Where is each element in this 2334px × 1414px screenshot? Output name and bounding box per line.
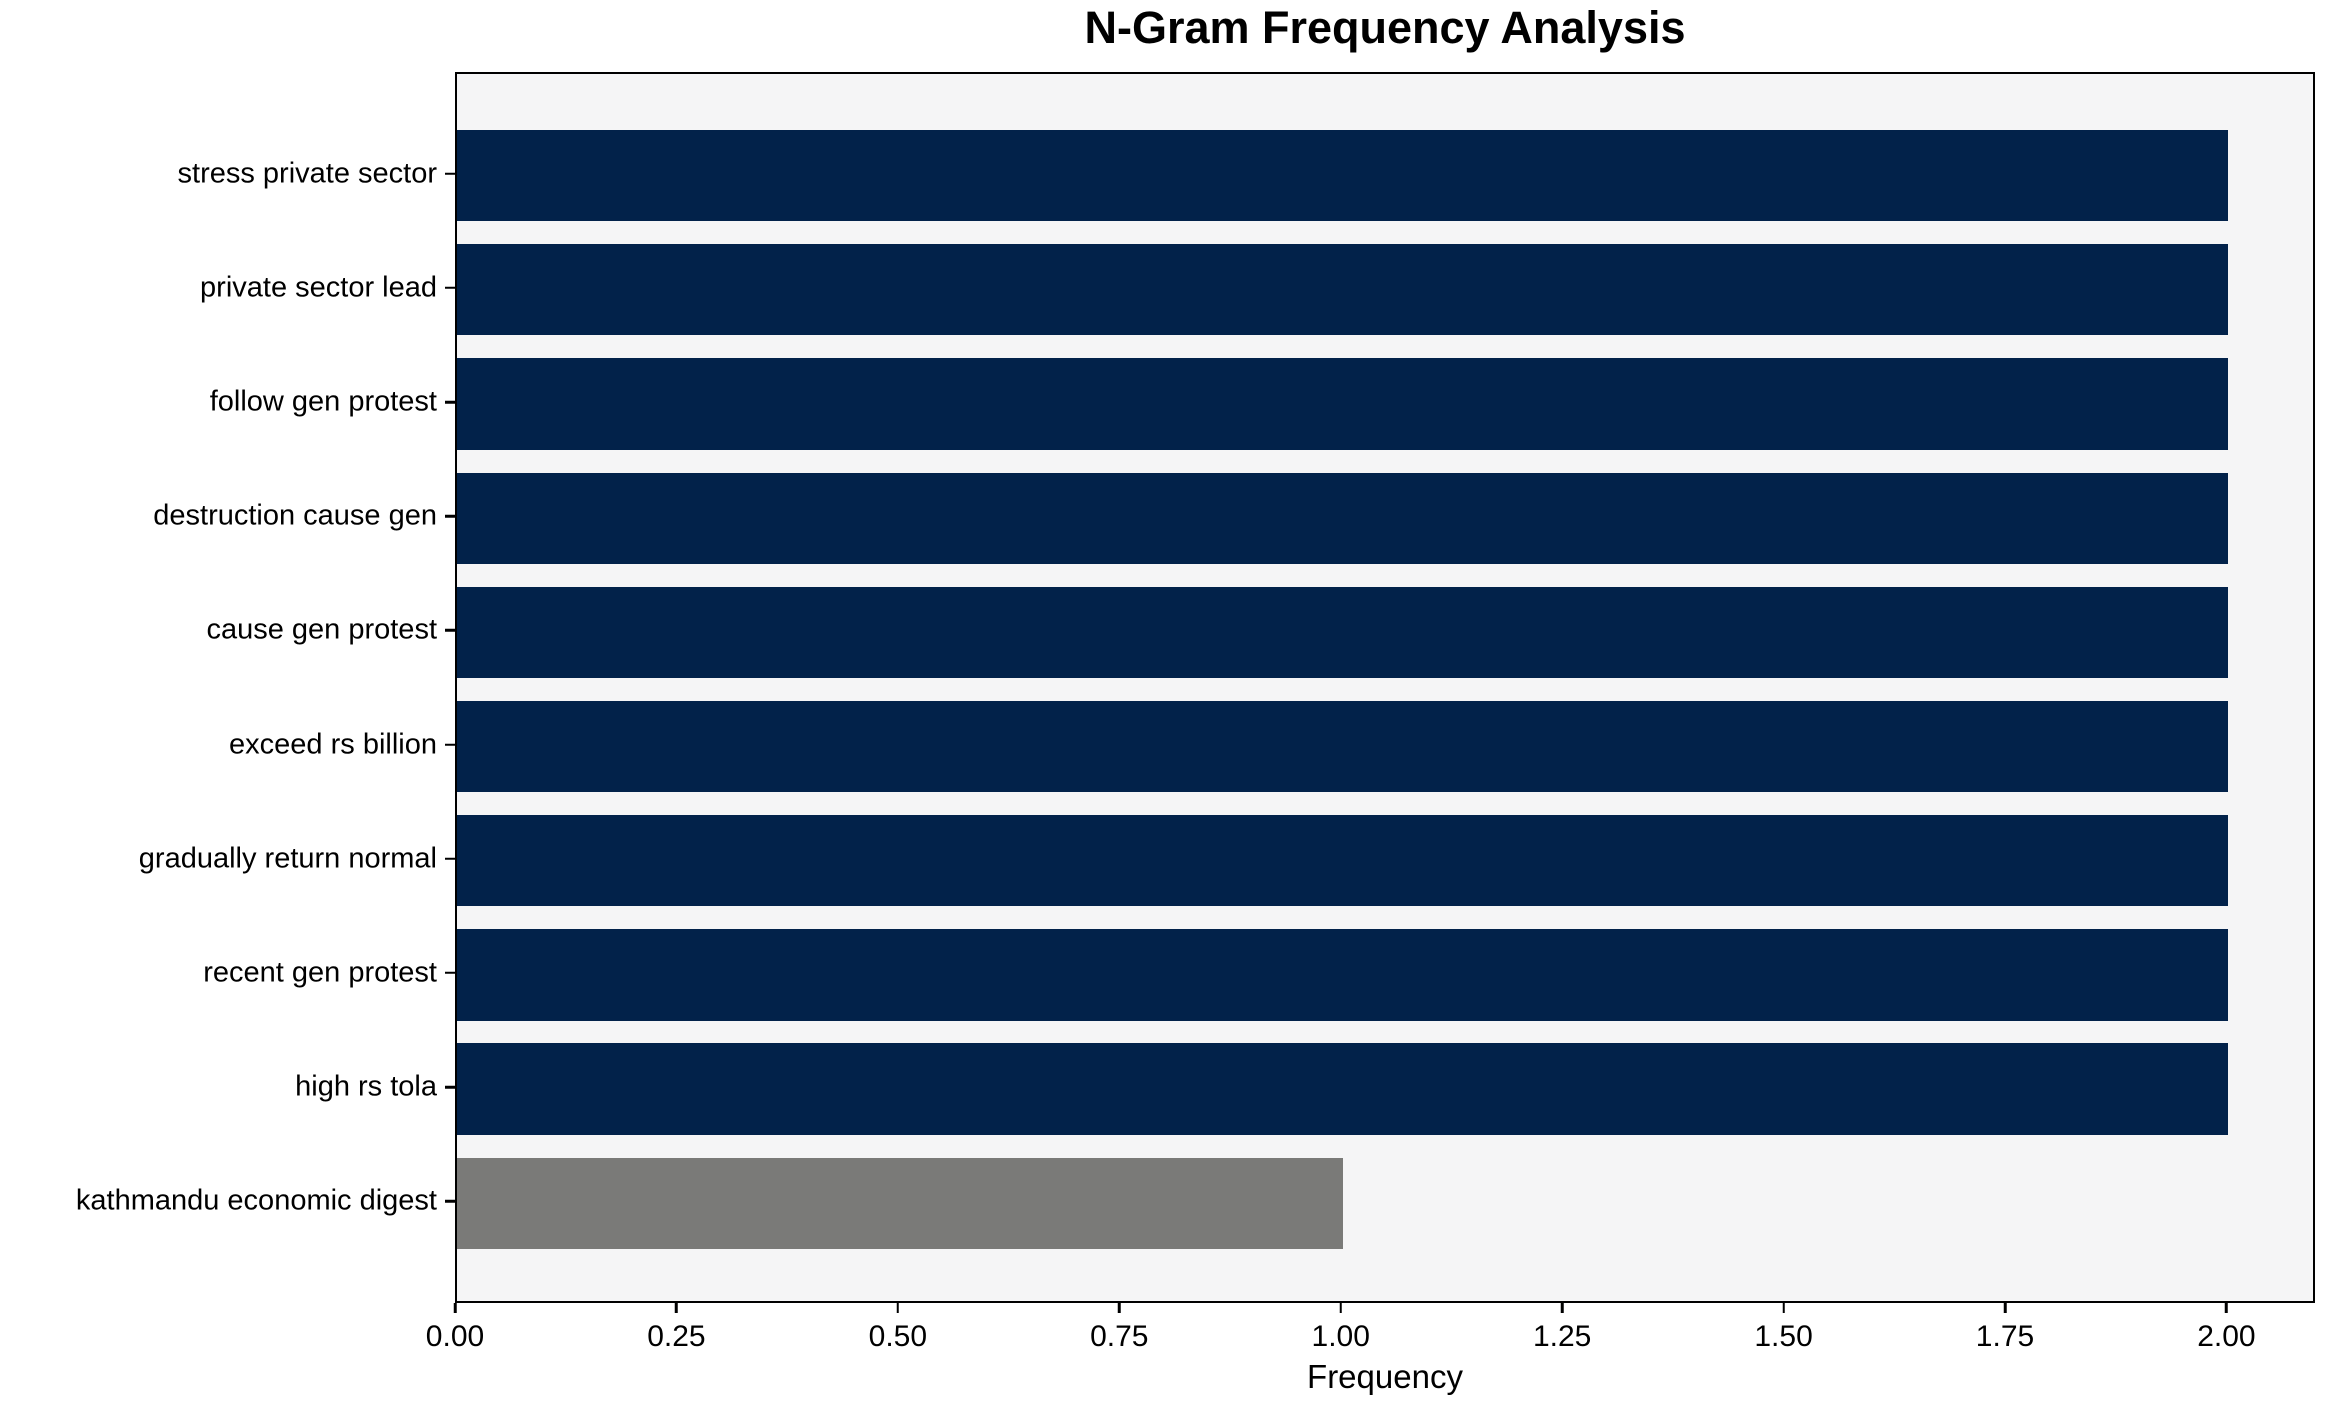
x-tick-mark: [2225, 1303, 2228, 1313]
bar-exceed-rs-billion: [457, 700, 2229, 793]
bar-follow-gen-protest: [457, 358, 2229, 450]
y-tick-label: kathmandu economic digest: [75, 1184, 437, 1217]
x-tick-label: 1.00: [1311, 1320, 1370, 1353]
y-tick-mark: [445, 514, 455, 518]
x-tick-label: 1.50: [1754, 1320, 1813, 1353]
x-tick-label: 0.75: [1090, 1320, 1149, 1353]
y-tick-label: destruction cause gen: [153, 499, 437, 532]
x-tick-label: 0.50: [868, 1320, 928, 1353]
y-tick-label: gradually return normal: [138, 842, 437, 875]
x-tick-label: 1.25: [1532, 1320, 1592, 1353]
y-tick-mark: [445, 172, 455, 175]
y-tick-label: follow gen protest: [209, 385, 437, 418]
x-tick-label: 1.75: [1975, 1320, 2035, 1353]
y-tick-mark: [445, 743, 455, 746]
x-tick-label: 2.00: [2197, 1320, 2256, 1353]
x-tick-mark: [1560, 1303, 1564, 1313]
x-tick-mark: [1118, 1303, 1121, 1313]
x-tick-label: 0.00: [425, 1320, 485, 1353]
bar-high-rs-tola: [457, 1043, 2229, 1135]
x-tick-label: 0.25: [647, 1320, 706, 1353]
y-tick-label: recent gen protest: [203, 956, 437, 989]
bar-destruction-cause-gen: [457, 472, 2229, 564]
y-tick-mark: [445, 629, 455, 632]
y-tick-mark: [445, 857, 455, 861]
bar-recent-gen-protest: [457, 929, 2229, 1021]
y-tick-mark: [445, 971, 455, 975]
y-tick-label: cause gen protest: [206, 613, 437, 646]
y-tick-mark: [445, 400, 455, 404]
chart-title: N-Gram Frequency Analysis: [1084, 2, 1686, 53]
y-tick-mark: [445, 286, 455, 290]
bar-gradually-return-normal: [457, 815, 2229, 907]
x-axis-label: Frequency: [1307, 1358, 1463, 1395]
y-tick-mark: [445, 1085, 455, 1089]
x-tick-mark: [675, 1303, 678, 1313]
x-tick-mark: [1782, 1303, 1785, 1313]
x-tick-mark: [2003, 1303, 2007, 1313]
bar-kathmandu-economic-digest: [457, 1157, 1343, 1250]
plot-area: [455, 72, 2315, 1303]
y-tick-label: stress private sector: [177, 157, 437, 190]
y-tick-label: high rs tola: [295, 1070, 437, 1103]
y-tick-mark: [445, 1200, 455, 1203]
bar-stress-private-sector: [457, 129, 2229, 222]
x-tick-mark: [1339, 1303, 1342, 1313]
bar-cause-gen-protest: [457, 586, 2229, 679]
x-tick-mark: [453, 1303, 457, 1313]
bar-private-sector-lead: [457, 244, 2229, 336]
y-tick-label: exceed rs billion: [229, 728, 437, 761]
x-tick-mark: [896, 1303, 900, 1313]
y-tick-label: private sector lead: [200, 271, 437, 304]
